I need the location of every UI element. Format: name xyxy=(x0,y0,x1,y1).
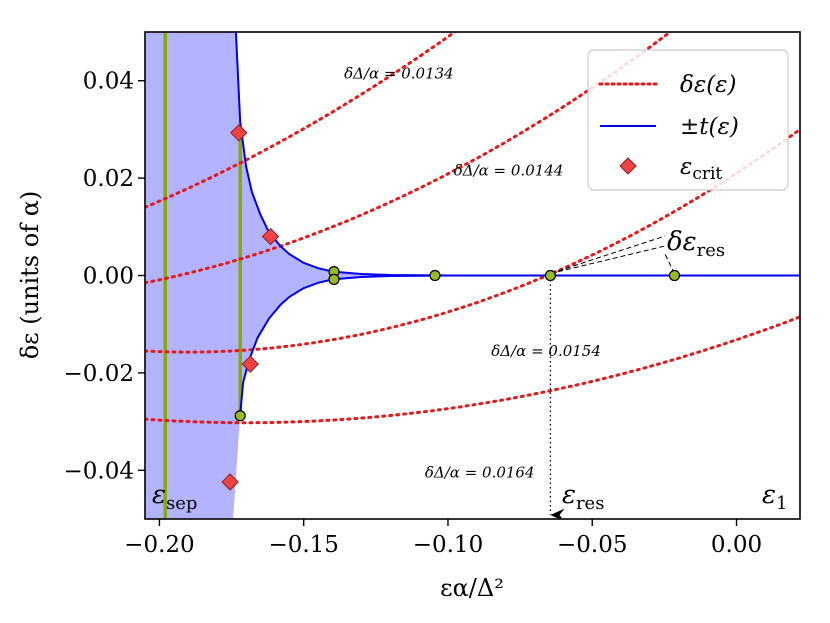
curve-labels: δΔ/α = 0.0134 δΔ/α = 0.0144 δΔ/α = 0.0154 δ… xyxy=(344,64,601,481)
res-pointer xyxy=(550,245,666,274)
x-axis: −0.20 −0.15 −0.10 −0.05 0.00 xyxy=(124,519,762,558)
annotation-eps-1: ε1 xyxy=(762,480,787,514)
resonance-point xyxy=(668,269,681,282)
dotted-series-line xyxy=(145,127,800,354)
resonance-point xyxy=(544,269,557,282)
legend-label-diamond: εcrit xyxy=(680,154,722,184)
y-tick-label: 0.00 xyxy=(83,264,134,290)
res-pointer xyxy=(550,235,666,274)
resonance-point xyxy=(429,269,441,282)
dotted-series-line xyxy=(145,32,673,285)
curve-label: δΔ/α = 0.0154 xyxy=(491,342,601,360)
dotted-series-line xyxy=(145,315,800,425)
resonance-point xyxy=(234,410,246,422)
x-tick-label: 0.00 xyxy=(711,532,762,558)
legend-label-solid: ±t(ε) xyxy=(680,114,739,140)
legend-label-dotted: δε(ε) xyxy=(680,72,736,98)
y-tick-label: −0.04 xyxy=(64,458,134,484)
plot-area xyxy=(145,32,800,519)
crit-point xyxy=(241,355,260,373)
resonance-point xyxy=(328,273,340,285)
svg-text:ε1: ε1 xyxy=(762,480,787,514)
curve-label: δΔ/α = 0.0134 xyxy=(344,64,454,82)
curve-label: δΔ/α = 0.0164 xyxy=(425,464,535,482)
x-tick-label: −0.15 xyxy=(268,532,338,558)
x-axis-title: εα/Δ² xyxy=(440,574,504,602)
curve-label: δΔ/α = 0.0144 xyxy=(454,162,564,180)
annotation-delta-eps-res: δεres xyxy=(667,227,725,261)
crit-point xyxy=(230,124,248,142)
x-tick-label: −0.10 xyxy=(413,532,483,558)
y-axis: 0.04 0.02 0.00 −0.02 −0.04 xyxy=(64,69,145,484)
y-axis-title: δε (units of α) xyxy=(16,191,44,360)
x-tick-label: −0.20 xyxy=(124,532,194,558)
crit-point xyxy=(261,227,280,246)
y-tick-label: 0.04 xyxy=(83,69,134,95)
y-tick-label: −0.02 xyxy=(64,361,134,387)
x-tick-label: −0.05 xyxy=(557,532,627,558)
legend-swatch-diamond xyxy=(619,157,637,175)
svg-text:εres: εres xyxy=(562,480,604,514)
dotted-series-line xyxy=(145,32,458,209)
crit-point xyxy=(221,473,239,491)
annotation-eps-sep: εsep xyxy=(152,480,197,514)
envelope-fill xyxy=(145,32,800,519)
svg-text:δεres: δεres xyxy=(667,227,725,261)
legend: δε(ε) ±t(ε) εcrit xyxy=(587,49,789,191)
envelope-upper-line xyxy=(234,32,800,277)
y-tick-label: 0.02 xyxy=(83,166,134,192)
annotation-eps-res: εres xyxy=(562,480,604,514)
svg-text:εsep: εsep xyxy=(152,480,197,514)
